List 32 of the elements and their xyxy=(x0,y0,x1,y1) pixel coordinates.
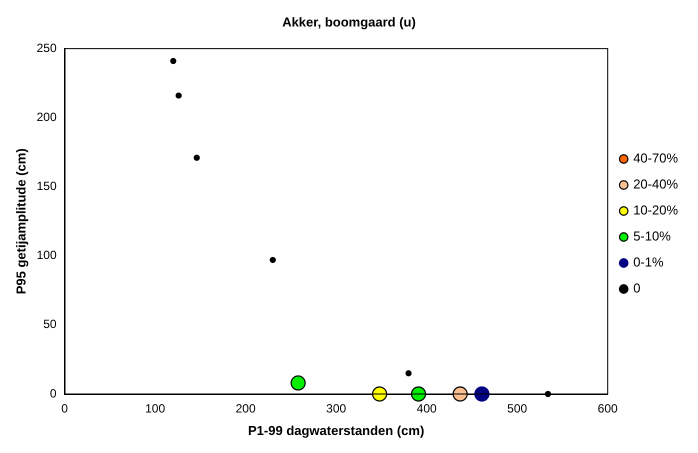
x-tick-label: 400 xyxy=(416,402,437,416)
legend-label: 10-20% xyxy=(633,202,678,218)
point xyxy=(405,370,412,376)
point xyxy=(176,92,182,99)
x-tick-label: 200 xyxy=(236,402,256,416)
y-tick-label: 150 xyxy=(36,179,57,194)
y-tick-label: 0 xyxy=(50,386,57,400)
x-tick-label: 600 xyxy=(598,402,618,416)
point xyxy=(290,375,306,391)
point xyxy=(170,58,176,64)
legend-label: 0 xyxy=(633,280,640,296)
y-tick-label: 50 xyxy=(43,317,57,332)
point xyxy=(194,154,200,161)
x-tick-label: 0 xyxy=(61,402,68,416)
point xyxy=(270,256,276,264)
point xyxy=(474,386,490,402)
x-axis-title: P1-99 dagwaterstanden (cm) xyxy=(248,422,424,438)
y-axis-title: P95 getijamplitude (cm) xyxy=(13,148,28,294)
y-tick-label: 250 xyxy=(36,40,57,55)
y-tick-label: 100 xyxy=(36,248,57,262)
chart-title: Akker, boomgaard (u) xyxy=(282,14,416,30)
y-tick-label: 200 xyxy=(36,110,57,124)
legend-label: 5-10% xyxy=(633,228,672,244)
point xyxy=(372,386,388,402)
point xyxy=(452,386,468,402)
point xyxy=(410,386,426,402)
legend-label: 20-40% xyxy=(633,176,678,192)
x-tick-label: 300 xyxy=(326,402,346,416)
legend-label: 0-1% xyxy=(633,254,664,270)
x-tick-label: 500 xyxy=(507,402,528,416)
x-tick-label: 100 xyxy=(145,402,166,416)
legend-label: 40-70% xyxy=(633,150,678,166)
